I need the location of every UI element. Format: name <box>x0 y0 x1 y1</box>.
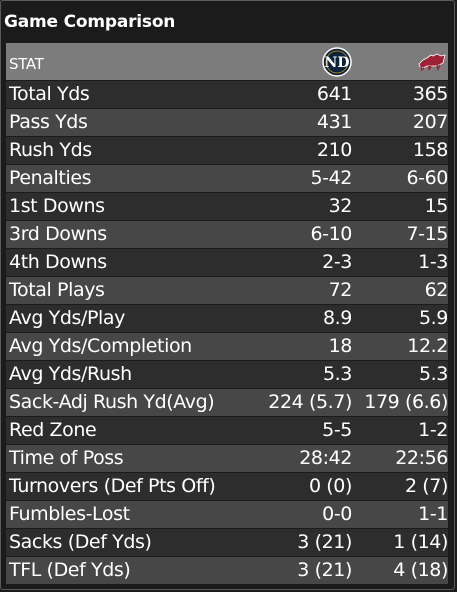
stat-name: Avg Yds/Completion <box>9 335 192 357</box>
stat-name: 1st Downs <box>9 195 105 217</box>
team2-value: 207 <box>412 111 448 133</box>
team1-value: 6-10 <box>310 223 352 245</box>
stat-name: Fumbles-Lost <box>9 503 130 525</box>
team1-value: 431 <box>316 111 352 133</box>
team2-value: 7-15 <box>406 223 448 245</box>
team2-value: 62 <box>424 279 449 301</box>
table-body: Total Yds 641 365 Pass Yds 431 207 Rush Yds 210… <box>6 81 448 585</box>
table-row: 1st Downs 32 15 <box>6 193 448 221</box>
table-row: Total Plays 72 62 <box>6 277 448 305</box>
stat-name: Penalties <box>9 167 92 189</box>
team1-value: 210 <box>316 139 352 161</box>
stat-name: 4th Downs <box>9 251 107 273</box>
team2-value: 158 <box>412 139 448 161</box>
table-row: TFL (Def Yds) 3 (21) 4 (18) <box>6 557 448 585</box>
table-row: Fumbles-Lost 0-0 1-1 <box>6 501 448 529</box>
team2-value: 1-3 <box>418 251 448 273</box>
stat-name: 3rd Downs <box>9 223 107 245</box>
team2-value: 1-2 <box>418 419 448 441</box>
team2-value: 179 (6.6) <box>364 391 448 413</box>
stat-name: Turnovers (Def Pts Off) <box>9 475 216 497</box>
table-row: Pass Yds 431 207 <box>6 109 448 137</box>
team2-value: 365 <box>412 83 448 105</box>
stat-name: Avg Yds/Rush <box>9 363 132 385</box>
table-row: Turnovers (Def Pts Off) 0 (0) 2 (7) <box>6 473 448 501</box>
team1-value: 3 (21) <box>297 531 352 553</box>
team1-value: 8.9 <box>322 307 352 329</box>
team2-value: 6-60 <box>406 167 448 189</box>
svg-text:ND: ND <box>325 55 350 71</box>
stat-name: Total Yds <box>9 83 90 105</box>
team1-value: 72 <box>328 279 353 301</box>
table-row: Red Zone 5-5 1-2 <box>6 417 448 445</box>
table-row: Penalties 5-42 6-60 <box>6 165 448 193</box>
arkansas-razorback-logo-icon <box>418 53 446 72</box>
stat-name: Pass Yds <box>9 111 88 133</box>
stat-name: Avg Yds/Play <box>9 307 126 329</box>
comparison-table: STAT ND Total Yds 641 365 Pass Yds 431 207 Rus… <box>6 43 448 585</box>
team2-value: 5.3 <box>418 363 448 385</box>
table-row: Avg Yds/Completion 18 12.2 <box>6 333 448 361</box>
notre-dame-logo-icon: ND <box>322 47 352 77</box>
team2-value: 1 (14) <box>393 531 448 553</box>
stat-name: Red Zone <box>9 419 97 441</box>
team2-value: 22:56 <box>395 447 448 469</box>
team1-value: 0 (0) <box>308 475 352 497</box>
table-row: Time of Poss 28:42 22:56 <box>6 445 448 473</box>
team2-value: 4 (18) <box>393 559 448 581</box>
table-row: Avg Yds/Play 8.9 5.9 <box>6 305 448 333</box>
table-row: Sacks (Def Yds) 3 (21) 1 (14) <box>6 529 448 557</box>
team1-value: 3 (21) <box>297 559 352 581</box>
stat-column-header: STAT <box>9 55 44 73</box>
table-row: Sack-Adj Rush Yd(Avg) 224 (5.7) 179 (6.6) <box>6 389 448 417</box>
panel-title: Game Comparison <box>4 12 176 32</box>
team1-value: 641 <box>316 83 352 105</box>
team2-value: 15 <box>424 195 449 217</box>
table-row: 3rd Downs 6-10 7-15 <box>6 221 448 249</box>
stat-name: Total Plays <box>9 279 105 301</box>
team1-value: 2-3 <box>322 251 352 273</box>
team1-value: 0-0 <box>322 503 352 525</box>
team2-value: 2 (7) <box>404 475 448 497</box>
table-row: Rush Yds 210 158 <box>6 137 448 165</box>
stat-name: Sack-Adj Rush Yd(Avg) <box>9 391 215 413</box>
team1-value: 224 (5.7) <box>268 391 352 413</box>
table-row: Avg Yds/Rush 5.3 5.3 <box>6 361 448 389</box>
team1-value: 28:42 <box>299 447 352 469</box>
team1-value: 32 <box>328 195 353 217</box>
team1-value: 5-42 <box>310 167 352 189</box>
team1-value: 18 <box>328 335 353 357</box>
team2-value: 5.9 <box>418 307 448 329</box>
table-row: 4th Downs 2-3 1-3 <box>6 249 448 277</box>
stat-name: Time of Poss <box>9 447 124 469</box>
team1-value: 5.3 <box>322 363 352 385</box>
table-row: Total Yds 641 365 <box>6 81 448 109</box>
team2-value: 1-1 <box>418 503 448 525</box>
table-header: STAT ND <box>6 43 448 81</box>
stat-name: TFL (Def Yds) <box>9 559 131 581</box>
team1-value: 5-5 <box>322 419 352 441</box>
stat-name: Rush Yds <box>9 139 92 161</box>
stat-name: Sacks (Def Yds) <box>9 531 152 553</box>
team2-value: 12.2 <box>407 335 448 357</box>
